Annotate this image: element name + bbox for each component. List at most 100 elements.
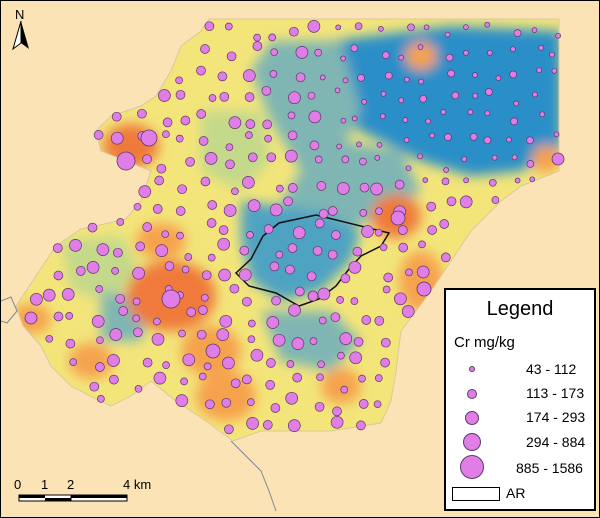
sample-point	[488, 178, 497, 187]
sample-point	[495, 75, 502, 81]
sample-point	[292, 226, 306, 240]
sample-point	[253, 33, 261, 42]
sample-point	[394, 179, 405, 190]
sample-point	[177, 184, 187, 195]
sample-point	[204, 152, 218, 165]
sample-point	[319, 74, 326, 81]
sample-point	[485, 88, 493, 96]
legend-label-2: 113 - 173	[526, 385, 585, 401]
sample-point	[472, 92, 479, 99]
sample-point	[242, 69, 256, 82]
sample-point	[285, 391, 299, 405]
sample-point	[224, 424, 234, 435]
sample-point	[336, 143, 343, 150]
sample-point	[403, 137, 410, 143]
sample-point	[176, 231, 184, 240]
sample-point	[266, 152, 277, 163]
sample-point	[247, 152, 258, 163]
sample-point	[186, 307, 197, 317]
sample-point	[116, 218, 125, 226]
sample-point	[223, 204, 237, 217]
sample-point	[156, 163, 167, 174]
sample-point	[45, 334, 54, 343]
sample-point	[196, 329, 207, 340]
sample-point	[275, 184, 284, 193]
sample-point	[444, 133, 452, 141]
sample-point	[242, 176, 255, 189]
sample-point	[330, 415, 344, 429]
sample-point	[246, 398, 255, 406]
sample-point	[285, 264, 295, 275]
sample-point	[423, 24, 430, 31]
sample-point-large	[416, 281, 432, 297]
sample-point	[246, 417, 259, 430]
sample-point	[426, 201, 437, 212]
sample-point	[272, 333, 286, 347]
sample-point	[262, 420, 273, 430]
sample-point	[510, 117, 518, 126]
north-label: N	[15, 7, 25, 22]
sample-point	[318, 316, 327, 325]
sample-point	[96, 336, 104, 345]
sample-point	[287, 111, 296, 120]
sample-point	[398, 97, 405, 104]
sample-point	[443, 167, 449, 173]
sample-point	[133, 327, 143, 338]
sample-point	[538, 45, 544, 51]
sample-point	[155, 244, 169, 257]
sample-point	[205, 399, 215, 410]
sample-point	[336, 296, 344, 304]
sample-point	[268, 33, 277, 42]
sample-point	[238, 268, 252, 282]
sample-point	[417, 44, 424, 50]
sample-point-large	[116, 151, 136, 171]
sample-point	[359, 157, 367, 166]
sample-point	[200, 293, 209, 302]
sample-point	[506, 136, 512, 143]
sample-point	[314, 155, 323, 164]
sample-point	[469, 132, 478, 141]
sample-point	[175, 206, 186, 216]
sample-point	[175, 394, 189, 407]
north-arrow-icon	[12, 20, 29, 51]
legend-ar-symbol	[452, 487, 500, 501]
sample-point	[269, 261, 280, 272]
sample-point	[348, 261, 362, 274]
sample-point	[228, 116, 242, 129]
sample-point	[332, 406, 342, 417]
sample-point	[374, 315, 385, 326]
sample-point	[86, 261, 100, 274]
sample-point	[181, 265, 190, 274]
sample-point-large	[161, 289, 181, 309]
legend-label-5: 885 - 1586	[516, 460, 583, 476]
sample-point	[531, 27, 538, 33]
legend-class-1: 43 - 112	[446, 360, 594, 382]
sample-point	[89, 381, 100, 392]
scale-tick-1: 1	[41, 477, 49, 492]
sample-point	[196, 109, 207, 119]
sample-point	[511, 154, 518, 161]
sample-point	[52, 243, 63, 253]
sample-point	[198, 372, 207, 381]
sample-point	[374, 155, 381, 161]
sample-point-large	[205, 343, 221, 359]
sample-point	[226, 51, 237, 62]
sample-point	[405, 268, 413, 277]
sample-point	[376, 142, 383, 148]
sample-point	[224, 22, 233, 31]
sample-point	[446, 196, 457, 207]
sample-point	[316, 373, 324, 382]
sample-point	[307, 20, 321, 33]
legend-class-4: 294 - 884	[446, 432, 594, 454]
sample-point	[422, 177, 429, 183]
sample-point	[113, 247, 123, 258]
sample-point	[549, 51, 555, 58]
sample-point	[316, 181, 327, 191]
sample-point	[354, 22, 363, 31]
sample-point	[330, 312, 341, 323]
sample-point	[295, 72, 306, 83]
sample-point	[225, 159, 235, 170]
sample-point	[246, 231, 254, 239]
sample-point	[132, 266, 145, 280]
sample-point	[350, 44, 359, 53]
